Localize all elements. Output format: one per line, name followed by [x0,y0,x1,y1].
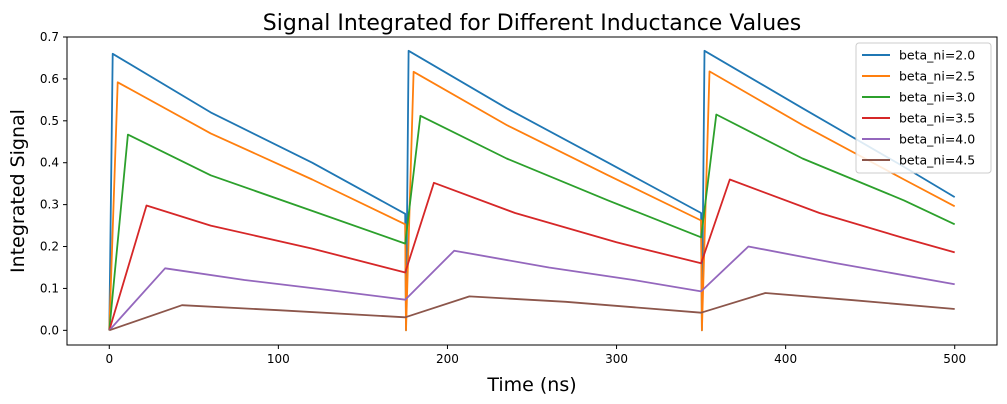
y-tick-label: 0.5 [40,114,59,128]
legend: beta_ni=2.0 beta_ni=2.5 beta_ni=3.0 beta_ni… [855,42,992,174]
legend-label: beta_ni=3.5 [899,111,975,126]
plot-frame [66,36,998,346]
y-axis-label: Integrated Signal [7,109,29,273]
series-line-0 [108,49,956,332]
legend-label: beta_ni=4.5 [899,153,975,168]
x-tick-label: 200 [436,352,459,366]
series-line-4 [108,245,955,331]
y-tick-label: 0.6 [40,72,59,86]
legend-label: beta_ni=2.5 [899,69,975,84]
x-tick-label: 300 [605,352,628,366]
x-tick-label: 500 [943,352,966,366]
y-tick-label: 0.7 [40,30,59,44]
y-tick-label: 0.1 [40,281,59,295]
axis-ticks: 0 100 200 300 400 500 0.0 0.1 0.2 0.3 0.4 0.5 0.6 0.7 [40,30,966,366]
x-tick-label: 100 [267,352,290,366]
legend-label: beta_ni=4.0 [899,132,975,147]
series-line-1 [108,70,956,332]
y-tick-label: 0.0 [40,323,59,337]
y-tick-label: 0.4 [40,156,59,170]
y-tick-label: 0.3 [40,198,59,212]
plot-area [108,49,956,332]
x-axis-label: Time (ns) [486,374,576,396]
legend-label: beta_ni=3.0 [899,90,975,105]
x-tick-label: 0 [105,352,113,366]
legend-label: beta_ni=2.0 [899,48,975,63]
y-tick-label: 0.2 [40,240,59,254]
x-tick-label: 400 [774,352,797,366]
chart-title: Signal Integrated for Different Inductan… [263,11,801,36]
series-line-5 [109,292,955,332]
series-line-2 [108,113,956,331]
series-line-3 [108,178,955,331]
